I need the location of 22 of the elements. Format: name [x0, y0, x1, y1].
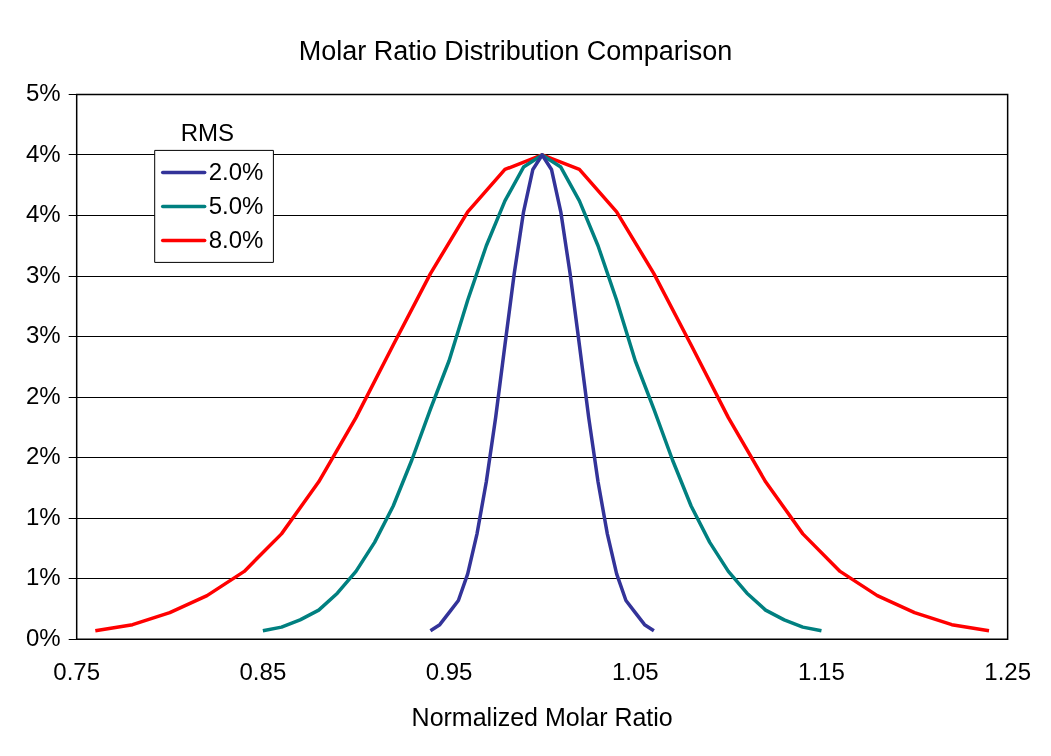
chart-title: Molar Ratio Distribution Comparison: [298, 35, 733, 66]
y-tick-label: 5%: [26, 79, 61, 107]
y-tick-label: 3%: [26, 260, 61, 288]
y-tick-label: 4%: [26, 139, 61, 167]
x-tick-label: 0.75: [53, 658, 101, 686]
x-tick-label: 1.15: [798, 658, 845, 686]
y-tick-label: 1%: [26, 563, 61, 591]
legend-title: RMS: [180, 119, 235, 147]
y-tick-label: 0%: [26, 623, 61, 651]
legend-label: 8.0%: [208, 226, 264, 254]
y-tick-label: 3%: [26, 321, 61, 349]
x-tick-label: 0.95: [425, 658, 473, 686]
x-axis-title: Normalized Molar Ratio: [411, 702, 673, 731]
x-tick-label: 1.25: [984, 658, 1031, 686]
x-tick-label: 1.05: [611, 658, 659, 686]
y-tick-label: 4%: [26, 200, 61, 228]
y-tick-label: 1%: [26, 502, 61, 530]
y-tick-label: 2%: [26, 442, 61, 470]
y-tick-label: 2%: [26, 381, 61, 409]
legend-label: 2.0%: [208, 158, 264, 186]
legend-label: 5.0%: [208, 192, 264, 220]
x-tick-label: 0.85: [239, 658, 287, 686]
